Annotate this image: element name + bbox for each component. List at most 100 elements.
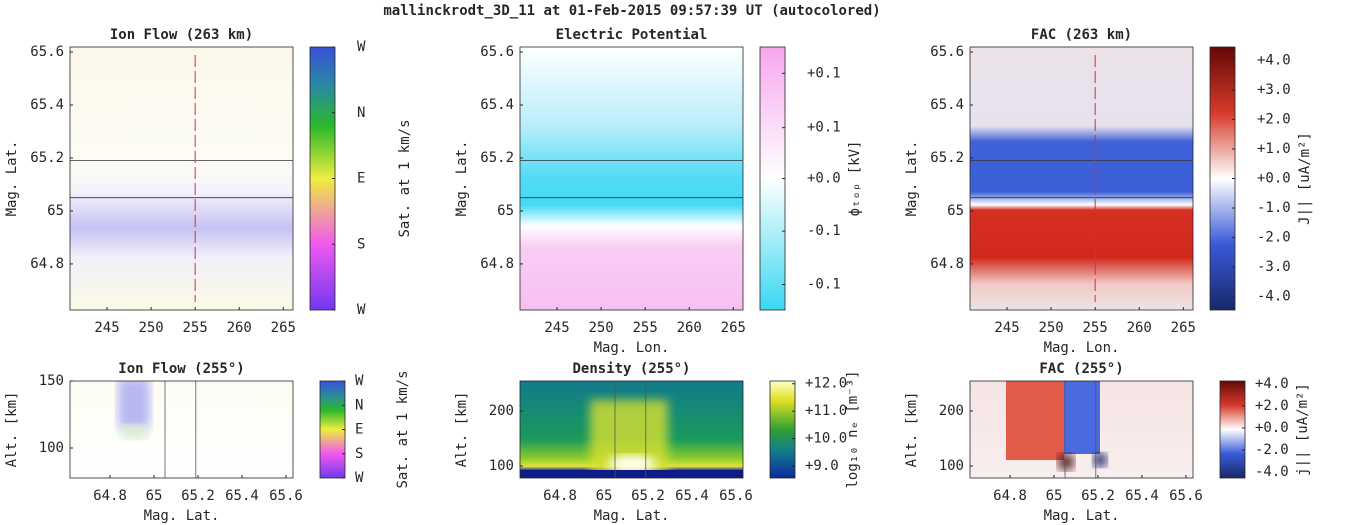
heatmap (70, 47, 293, 310)
colorbar-tick-label: E (355, 422, 363, 438)
colorbar-label: Sat. at 1 km/s (397, 119, 413, 237)
x-tick-label: 65 (1046, 488, 1063, 504)
panel-title: Electric Potential (556, 27, 708, 43)
colorbar-label: ϕₜₒₚ [kV] (847, 141, 863, 217)
y-axis-label: Alt. [km] (4, 392, 20, 468)
y-axis-label: Mag. Lat. (4, 141, 20, 217)
x-tick-label: 250 (138, 320, 163, 336)
heatmap-feature (118, 381, 150, 439)
x-axis-label: Mag. Lon. (1044, 340, 1120, 356)
y-tick-label: 65.4 (930, 97, 964, 113)
x-tick-label: 65.2 (631, 488, 665, 504)
colorbar-tick-label: +0.1 (807, 65, 841, 81)
heatmap-feature (520, 470, 743, 478)
y-tick-label: 100 (489, 458, 514, 474)
x-tick-label: 65.6 (269, 488, 303, 504)
y-tick-label: 65.4 (30, 97, 64, 113)
x-axis-label: Mag. Lat. (144, 508, 220, 524)
heatmap-feature (1064, 381, 1100, 454)
colorbar-tick-label: -3.0 (1257, 259, 1291, 275)
x-tick-label: 265 (271, 320, 296, 336)
colorbar-tick-label: W (357, 39, 366, 55)
colorbar-tick-label: -0.1 (807, 223, 841, 239)
heatmap-feature (1006, 381, 1064, 460)
axes-frame (969, 46, 1194, 311)
axes-frame (519, 46, 744, 311)
heatmap (520, 47, 743, 310)
axes-frame (69, 380, 294, 479)
colorbar-tick-label: +0.0 (807, 171, 841, 187)
colorbar-tick-label: -2.0 (1255, 442, 1289, 458)
colorbar-tick-label: S (357, 236, 365, 252)
heatmap (970, 47, 1193, 310)
colorbar-tick-label: +3.0 (1257, 82, 1291, 98)
x-tick-label: 65.6 (1169, 488, 1203, 504)
colorbar-tick-label: +12.0 (805, 376, 847, 392)
colorbar-tick-label: +11.0 (805, 403, 847, 419)
x-tick-label: 250 (1038, 320, 1063, 336)
heatmap-feature (120, 425, 148, 439)
colorbar-tick-label: +10.0 (805, 431, 847, 447)
x-tick-label: 250 (588, 320, 613, 336)
axes-frame (519, 380, 744, 479)
y-tick-label: 200 (939, 403, 964, 419)
colorbar-tick-label: N (355, 397, 363, 413)
x-tick-label: 64.8 (543, 488, 577, 504)
x-tick-label: 260 (677, 320, 702, 336)
x-tick-label: 255 (633, 320, 658, 336)
heatmap (70, 381, 293, 478)
y-axis-label: Alt. [km] (454, 392, 470, 468)
axes-frame (969, 380, 1194, 479)
x-tick-label: 245 (544, 320, 569, 336)
colorbar (1209, 46, 1236, 311)
colorbar-tick-label: +1.0 (1257, 141, 1291, 157)
y-tick-label: 65 (47, 203, 64, 219)
colorbar (319, 380, 346, 479)
y-tick-label: 65.6 (930, 44, 964, 60)
x-tick-label: 65.2 (1081, 488, 1115, 504)
y-axis-label: Mag. Lat. (904, 141, 920, 217)
colorbar-label: j|| [uA/m²] (1295, 383, 1311, 476)
x-tick-label: 265 (721, 320, 746, 336)
y-tick-label: 65.2 (930, 150, 964, 166)
panel-title: Ion Flow (263 km) (110, 27, 253, 43)
panel-title: Ion Flow (255°) (118, 361, 244, 377)
colorbar-tick-label: +9.0 (805, 458, 839, 474)
y-tick-label: 100 (939, 458, 964, 474)
heatmap-feature (1006, 381, 1107, 470)
x-tick-label: 65.6 (719, 488, 753, 504)
colorbar (1219, 380, 1246, 479)
x-tick-label: 260 (1127, 320, 1152, 336)
y-tick-label: 65.6 (480, 44, 514, 60)
colorbar (309, 46, 336, 311)
x-tick-label: 64.8 (93, 488, 127, 504)
x-tick-label: 260 (227, 320, 252, 336)
colorbar-label: log₁₀ nₑ [m⁻³] (845, 370, 861, 488)
colorbar-tick-label: -4.0 (1255, 464, 1289, 480)
colorbar-tick-label: N (357, 105, 365, 121)
y-tick-label: 65.6 (30, 44, 64, 60)
x-tick-label: 245 (94, 320, 119, 336)
colorbar-label: Sat. at 1 km/s (395, 370, 411, 488)
colorbar-tick-label: -1.0 (1257, 200, 1291, 216)
colorbar-tick-label: -0.1 (807, 277, 841, 293)
colorbar-tick-label: +0.0 (1257, 171, 1291, 187)
x-tick-label: 265 (1171, 320, 1196, 336)
x-tick-label: 245 (994, 320, 1019, 336)
axes-frame (69, 46, 294, 311)
x-tick-label: 65.4 (225, 488, 259, 504)
colorbar-tick-label: W (355, 373, 364, 389)
x-tick-label: 65.4 (1125, 488, 1159, 504)
colorbar-tick-label: +0.0 (1255, 420, 1289, 436)
y-tick-label: 64.8 (30, 256, 64, 272)
x-tick-label: 255 (1083, 320, 1108, 336)
x-tick-label: 65.2 (181, 488, 215, 504)
y-tick-label: 64.8 (480, 256, 514, 272)
colorbar-tick-label: +0.1 (807, 120, 841, 136)
colorbar-tick-label: +2.0 (1257, 111, 1291, 127)
figure-title: mallinckrodt_3D_11 at 01-Feb-2015 09:57:… (383, 3, 880, 19)
colorbar-tick-label: E (357, 171, 365, 187)
y-tick-label: 100 (39, 440, 64, 456)
heatmap-feature (520, 400, 743, 478)
